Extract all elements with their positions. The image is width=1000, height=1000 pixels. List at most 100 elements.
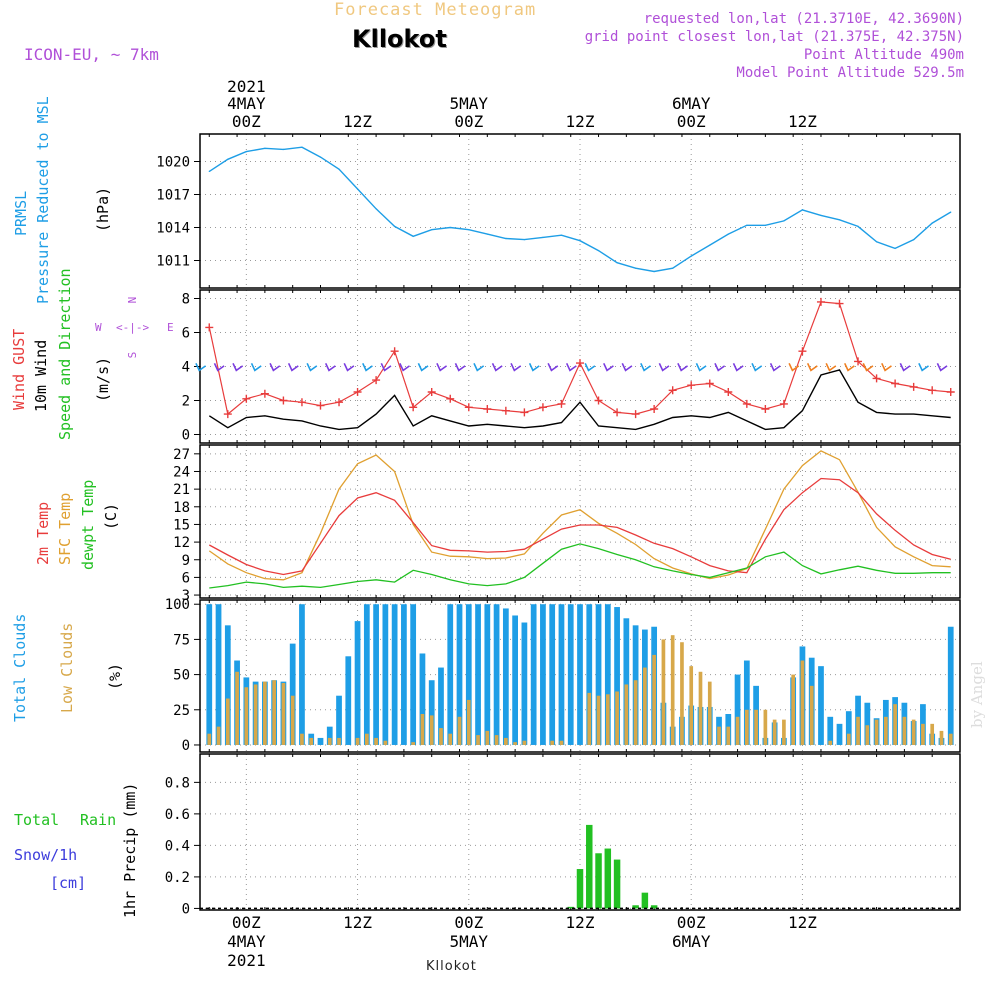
- pressure-point: [894, 247, 896, 249]
- wind-direction-arrow: [380, 362, 392, 372]
- low-cloud-bar: [494, 735, 499, 745]
- wind-arrow-head: [269, 362, 281, 372]
- total-cloud-bar: [317, 737, 324, 745]
- low-cloud-bar: [763, 709, 768, 745]
- gust-marker: [835, 299, 844, 308]
- wind-arrow-head: [732, 362, 744, 372]
- wind-arrow-head: [806, 362, 818, 372]
- y-tick-label: 1011: [156, 254, 190, 270]
- x-bottom-year: 2021: [227, 951, 266, 970]
- wind-direction-arrow: [714, 362, 726, 372]
- gust-marker: [316, 401, 325, 410]
- total-cloud-bar: [456, 604, 463, 745]
- total-cloud-bar: [493, 604, 500, 745]
- pressure-ylabel-2: Pressure Reduced to MSL: [34, 96, 52, 304]
- y-tick-label: 0: [182, 738, 190, 754]
- low-cloud-bar: [744, 709, 749, 745]
- low-cloud-bar: [309, 737, 314, 745]
- point-altitude: Point Altitude 490m: [803, 47, 964, 63]
- total-cloud-bar: [567, 604, 574, 745]
- temp-ylabel-2m: 2m Temp: [34, 502, 52, 565]
- pressure-point: [375, 208, 377, 210]
- pressure-point: [783, 220, 785, 222]
- pressure-point: [672, 267, 674, 269]
- wind-direction-arrow: [788, 362, 800, 372]
- ylabel-prmsl: PRMSL: [12, 191, 30, 236]
- pressure-point: [579, 240, 581, 242]
- total-cloud-bar: [502, 608, 509, 745]
- x-top-hour: 00Z: [232, 112, 261, 131]
- total-cloud-bar: [206, 604, 213, 745]
- gust-marker: [464, 403, 473, 412]
- low-cloud-bar: [615, 691, 619, 745]
- label-snow: Snow/1h: [14, 846, 77, 864]
- total-cloud-bar: [419, 653, 426, 745]
- total-cloud-bar: [428, 680, 435, 745]
- y-tick-label: 9: [182, 553, 190, 569]
- pressure-point: [505, 237, 507, 240]
- wind-direction-arrow: [751, 362, 763, 372]
- y-tick-label: 6: [182, 570, 190, 586]
- pressure-point: [431, 229, 433, 231]
- y-tick-label: 1017: [156, 188, 190, 204]
- wind-arrow-head: [565, 362, 577, 372]
- total-cloud-bar: [512, 615, 518, 745]
- y-tick-label: 6: [182, 326, 190, 342]
- compass-e: E: [167, 321, 174, 334]
- low-cloud-bar: [689, 666, 694, 745]
- pressure-point: [913, 239, 915, 241]
- wind-direction-arrow: [806, 362, 818, 372]
- pressure-point: [282, 148, 285, 150]
- low-cloud-bar: [383, 740, 388, 745]
- gust-marker: [390, 347, 399, 356]
- wind-arrow-head: [324, 362, 336, 372]
- gust-marker: [557, 399, 566, 408]
- total-cloud-bar: [530, 604, 537, 745]
- low-cloud-bar: [902, 716, 907, 745]
- pressure-point: [301, 146, 303, 148]
- ylabel-precip: 1hr Precip (mm): [121, 783, 139, 918]
- wind-arrow-head: [232, 362, 244, 372]
- pressure-point: [746, 224, 748, 226]
- pressure-point: [616, 262, 618, 264]
- low-cloud-bar: [809, 685, 814, 745]
- gust-marker: [798, 347, 807, 356]
- low-cloud-bar: [939, 730, 944, 745]
- low-cloud-bar: [457, 716, 462, 745]
- cloud-ylabel-unit: (%): [106, 663, 124, 690]
- low-cloud-bar: [652, 654, 656, 745]
- total-cloud-bar: [345, 656, 352, 745]
- pressure-point: [764, 224, 766, 226]
- wind-direction-arrow: [899, 362, 911, 372]
- wind-ylabel-unit: (m/s): [94, 357, 112, 402]
- y-tick-label: 12: [173, 535, 190, 551]
- low-cloud-bar: [661, 639, 666, 745]
- wind-arrow-head: [547, 362, 559, 372]
- compass-n: N: [126, 297, 139, 304]
- y-tick-label: 18: [173, 500, 190, 516]
- wind-arrow-head: [936, 362, 948, 372]
- wind-direction-arrow: [473, 362, 485, 372]
- gust-marker: [520, 408, 529, 417]
- gust-marker: [501, 406, 510, 415]
- x-bottom-hour: 00Z: [677, 913, 706, 932]
- low-cloud-bar: [735, 716, 740, 745]
- wind-direction-arrow: [324, 362, 336, 372]
- total-cloud-bar: [623, 618, 630, 745]
- gust-marker: [631, 410, 640, 419]
- wind-direction-arrow: [565, 362, 577, 372]
- low-cloud-bar: [300, 733, 304, 745]
- x-top-hour: 00Z: [454, 112, 483, 131]
- low-cloud-bar: [754, 709, 758, 745]
- gust-marker: [427, 388, 436, 396]
- gust-marker: [576, 359, 584, 368]
- total-cloud-bar: [354, 621, 361, 745]
- low-cloud-bar: [680, 642, 684, 745]
- low-cloud-bar: [605, 694, 610, 745]
- pressure-ylabel: PRMSL: [12, 191, 30, 236]
- gust-marker: [446, 394, 455, 403]
- temp-ylabel-dew: dewpt Temp: [79, 480, 97, 570]
- temp2m-line: [208, 477, 951, 576]
- wind-arrow-head: [528, 362, 540, 372]
- ylabel-total-clouds: Total Clouds: [11, 614, 29, 722]
